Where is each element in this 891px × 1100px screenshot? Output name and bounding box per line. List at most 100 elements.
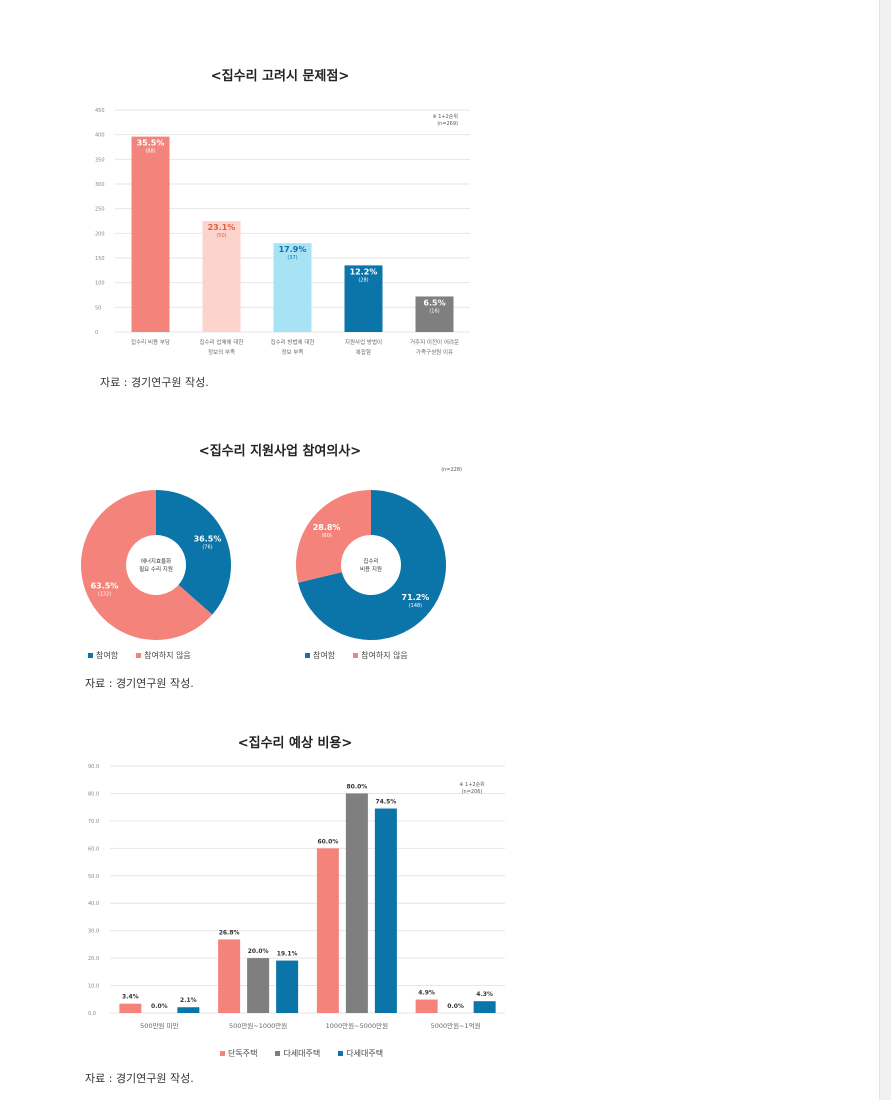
legend-label: 참여하지 않음 <box>144 651 191 660</box>
bar <box>119 1003 142 1013</box>
x-tick-label: 500만원~1000만원 <box>229 1021 287 1030</box>
legend-label: 다세대주택 <box>283 1049 321 1058</box>
bar <box>345 793 368 1013</box>
legend-label: 단독주택 <box>228 1049 258 1058</box>
y-tick-label: 40.0 <box>88 901 99 907</box>
chart-note: ※ 1+2순위 <box>432 113 458 120</box>
y-tick-label: 150 <box>95 256 105 262</box>
data-label: 4.9% <box>418 990 435 997</box>
data-label: 12.2% <box>350 267 378 276</box>
donut-slice <box>296 490 371 583</box>
y-tick-label: 10.0 <box>88 984 99 990</box>
x-tick-label: 5000만원~1억원 <box>431 1021 481 1030</box>
bar <box>131 136 170 332</box>
slice-label: 71.2% <box>402 593 430 602</box>
donut-center-label: 필요 수리 지원 <box>139 565 173 573</box>
legend-label: 참여함 <box>96 651 119 660</box>
legend-left: 참여함 참여하지 않음 <box>88 650 191 661</box>
data-label: 35.5% <box>137 139 165 148</box>
data-label: 2.1% <box>180 997 197 1004</box>
y-tick-label: 100 <box>95 281 105 287</box>
x-tick-label: 집수리 업체에 대한 <box>200 338 244 346</box>
y-tick-label: 70.0 <box>88 819 99 825</box>
data-label: 60.0% <box>317 838 338 845</box>
data-label: 0.0% <box>447 1003 464 1010</box>
data-label: 26.8% <box>219 929 240 936</box>
data-sublabel: (28) <box>358 277 368 283</box>
y-tick-label: 250 <box>95 207 105 213</box>
problems-bar-chart: 450 400 350 300 250 200 150 100 50 0 35.5%(88) 집수리 … <box>95 108 470 356</box>
bar <box>177 1007 200 1013</box>
donut-center-label: 비용 지원 <box>360 565 382 573</box>
y-tick-label: 90.0 <box>88 764 99 770</box>
x-tick-label: 가족구성원 이유 <box>416 348 453 356</box>
y-tick-label: 0.0 <box>88 1011 96 1017</box>
y-tick-label: 350 <box>95 157 105 163</box>
slice-sublabel: (76) <box>202 545 212 551</box>
data-label: 3.4% <box>122 994 139 1001</box>
slice-label: 28.8% <box>313 523 341 532</box>
bar <box>273 243 312 332</box>
data-sublabel: (16) <box>429 308 439 314</box>
slice-sublabel: (60) <box>321 533 331 539</box>
x-tick-label: 복잡함 <box>356 348 371 356</box>
figure-title: <집수리 고려시 문제점> <box>210 69 350 84</box>
bar <box>202 221 241 332</box>
bar <box>374 808 397 1013</box>
y-tick-label: 50 <box>95 305 101 311</box>
data-sublabel: (37) <box>287 255 297 261</box>
y-tick-label: 0 <box>95 330 98 336</box>
donut-slice <box>81 490 213 640</box>
chart-note: (n=228) <box>441 467 462 473</box>
scrollbar-track[interactable] <box>879 0 891 1100</box>
x-tick-label: 1000만원~5000만원 <box>326 1021 388 1030</box>
data-label: 6.5% <box>423 298 445 307</box>
slice-sublabel: (148) <box>409 603 422 609</box>
donut-center-label: 집수리 <box>363 557 378 565</box>
slice-label: 63.5% <box>91 581 119 590</box>
figure-source: 자료 : 경기연구원 작성. <box>85 1072 194 1085</box>
data-label: 17.9% <box>279 245 307 254</box>
slice-label: 36.5% <box>194 535 222 544</box>
y-tick-label: 30.0 <box>88 929 99 935</box>
data-sublabel: (50) <box>216 233 226 239</box>
chart-note: (n=269) <box>437 121 458 127</box>
y-tick-label: 300 <box>95 182 105 188</box>
y-tick-label: 50.0 <box>88 874 99 880</box>
legend-right: 참여함 참여하지 않음 <box>305 650 408 661</box>
bar <box>415 296 454 332</box>
donut-slice <box>156 490 232 615</box>
bar <box>344 265 383 332</box>
x-tick-label: 지원사업 방법이 <box>345 338 382 346</box>
legend-label: 참여하지 않음 <box>361 651 408 660</box>
bar <box>316 848 339 1013</box>
figure-title: <집수리 지원사업 참여의사> <box>198 444 362 459</box>
data-label: 4.3% <box>476 991 493 998</box>
y-tick-label: 20.0 <box>88 956 99 962</box>
legend: 단독주택 다세대주택 다세대주택 <box>220 1048 383 1059</box>
data-label: 20.0% <box>248 948 269 955</box>
x-tick-label: 정보의 부족 <box>208 349 235 356</box>
bar <box>415 999 438 1013</box>
x-tick-label: 500만원 미만 <box>140 1021 178 1030</box>
chart-note: (n=206) <box>462 789 483 795</box>
legend-label: 참여함 <box>313 651 336 660</box>
y-tick-label: 80.0 <box>88 791 99 797</box>
y-tick-label: 200 <box>95 231 105 237</box>
data-label: 23.1% <box>208 223 236 232</box>
figure-problems: <집수리 고려시 문제점> 450 400 350 300 250 200 150 100 50… <box>80 60 480 390</box>
data-label: 80.0% <box>346 783 367 790</box>
figure-participation: <집수리 지원사업 참여의사> (n=228) 36.5% (76) 63.5% (13… <box>80 435 480 695</box>
bar <box>247 958 270 1013</box>
bar <box>218 939 241 1013</box>
data-label: 19.1% <box>277 951 298 958</box>
bar <box>276 960 299 1013</box>
figure-source: 자료 : 경기연구원 작성. <box>100 376 209 389</box>
x-tick-label: 거주지 이전이 어려운 <box>410 338 459 346</box>
data-label: 0.0% <box>151 1003 168 1010</box>
y-tick-label: 400 <box>95 133 105 139</box>
x-tick-label: 집수리 방법에 대한 <box>271 338 315 346</box>
legend-label: 다세대주택 <box>346 1049 384 1058</box>
x-tick-label: 정보 부족 <box>282 349 304 356</box>
